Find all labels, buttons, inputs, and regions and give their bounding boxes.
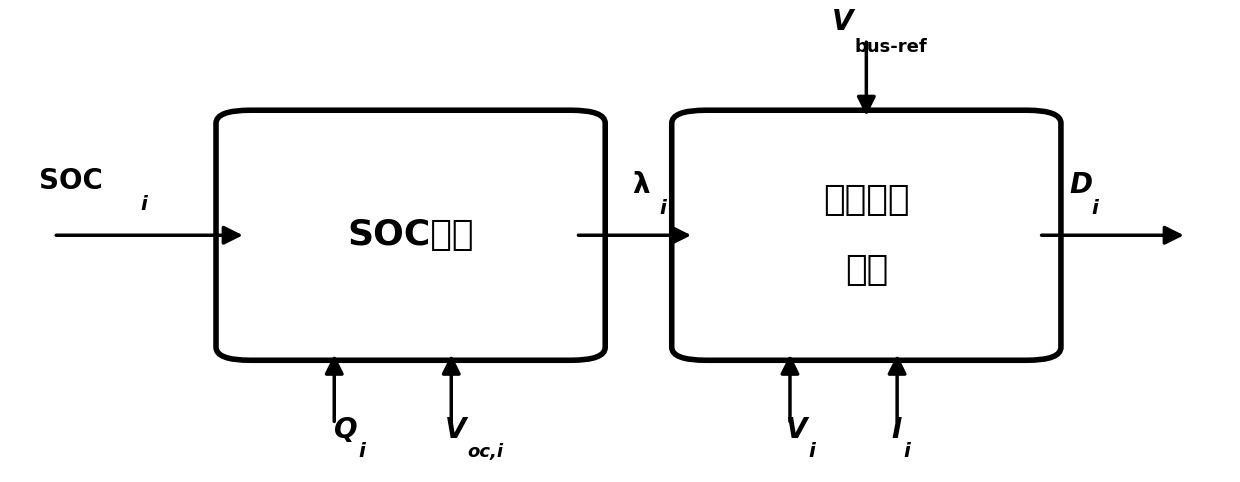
Text: bus-ref: bus-ref <box>854 39 926 56</box>
Text: i: i <box>903 442 910 461</box>
Text: V: V <box>445 416 466 444</box>
Text: i: i <box>1091 199 1099 218</box>
Text: i: i <box>808 442 816 461</box>
Text: i: i <box>660 199 666 218</box>
Text: V: V <box>786 416 807 444</box>
Text: 调节: 调节 <box>844 253 888 287</box>
Text: Q: Q <box>335 416 358 444</box>
Text: I: I <box>892 416 901 444</box>
Text: $\boldsymbol{\lambda}$: $\boldsymbol{\lambda}$ <box>632 171 651 199</box>
Text: D: D <box>1070 171 1092 199</box>
Text: SOC: SOC <box>38 167 103 195</box>
Text: SOC均衡: SOC均衡 <box>347 218 474 252</box>
Text: oc,i: oc,i <box>467 443 503 461</box>
FancyBboxPatch shape <box>672 110 1061 360</box>
Text: V: V <box>832 8 853 36</box>
Text: i: i <box>358 442 366 461</box>
FancyBboxPatch shape <box>216 110 605 360</box>
Text: i: i <box>141 195 148 214</box>
Text: 电压分配: 电压分配 <box>823 183 910 217</box>
